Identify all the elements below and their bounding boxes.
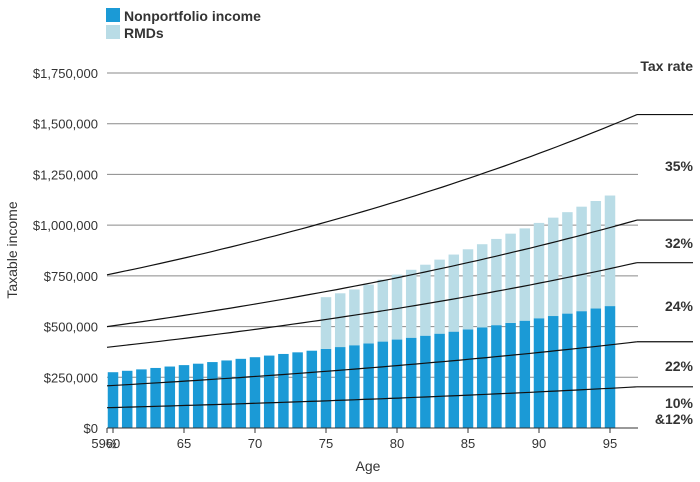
- bar-rmd: [519, 228, 531, 321]
- x-axis: 59½60 65 70 75 80 85 90 95: [91, 427, 638, 451]
- x-tick-label: 85: [461, 436, 475, 451]
- bar-nonportfolio: [334, 347, 346, 428]
- bar-nonportfolio: [448, 331, 460, 428]
- bar-nonportfolio: [476, 327, 488, 428]
- bar-rmd: [448, 254, 460, 332]
- y-tick-label: $750,000: [44, 269, 98, 284]
- x-tick-label: 60: [106, 436, 120, 451]
- bar-nonportfolio: [491, 325, 502, 428]
- y-tick-label: $1,000,000: [33, 218, 98, 233]
- bar-nonportfolio: [164, 366, 176, 428]
- x-axis-title: Age: [356, 458, 381, 474]
- bar-nonportfolio: [590, 308, 602, 428]
- bar-nonportfolio: [278, 353, 289, 428]
- bar-rmd: [547, 217, 559, 317]
- bracket-label-12: &12%: [655, 411, 694, 427]
- bar-nonportfolio: [533, 318, 545, 428]
- bar-rmd: [391, 274, 403, 340]
- bar-rmd: [420, 264, 431, 336]
- y-axis-title: Taxable income: [4, 201, 20, 298]
- x-tick-label: 80: [390, 436, 404, 451]
- bar-rmd: [462, 249, 474, 330]
- bar-nonportfolio: [363, 343, 374, 428]
- bar-nonportfolio: [519, 320, 531, 428]
- bar-nonportfolio: [107, 372, 119, 428]
- bar-rmd: [320, 297, 332, 349]
- tax-bracket-curve: [106, 219, 638, 328]
- bar-nonportfolio: [576, 311, 587, 428]
- bar-rmd: [363, 284, 374, 344]
- bar-nonportfolio: [391, 339, 403, 428]
- bar-nonportfolio: [349, 345, 360, 428]
- bar-rmd: [491, 238, 502, 326]
- tax-bracket-curve: [106, 114, 638, 276]
- bar-nonportfolio: [192, 363, 204, 428]
- bracket-label-22: 22%: [665, 358, 694, 374]
- bar-rmd: [334, 293, 346, 348]
- bracket-label-10: 10%: [665, 395, 694, 411]
- x-tick-label: 59½: [91, 436, 116, 451]
- bar-nonportfolio: [150, 367, 161, 428]
- y-tick-label: $1,500,000: [33, 117, 98, 132]
- bar-rmd: [476, 244, 488, 328]
- bar-rmd: [590, 201, 602, 309]
- x-tick-label: 90: [532, 436, 546, 451]
- x-tick-label: 75: [319, 436, 333, 451]
- gridlines: [107, 72, 638, 378]
- bar-rmd: [349, 289, 360, 346]
- bar-rmd: [562, 212, 573, 314]
- bar-nonportfolio: [178, 365, 190, 428]
- bar-nonportfolio: [136, 369, 147, 428]
- bracket-label-35: 35%: [665, 158, 694, 174]
- tax-bracket-curve: [106, 262, 638, 348]
- bar-nonportfolio: [604, 306, 616, 428]
- y-tick-label: $0: [84, 421, 98, 436]
- bar-nonportfolio: [320, 348, 332, 428]
- tax-bracket-lines: [637, 113, 693, 388]
- bar-rmd: [505, 233, 516, 323]
- bar-nonportfolio: [462, 329, 474, 428]
- bar-nonportfolio: [405, 337, 417, 428]
- y-tick-label: $250,000: [44, 370, 98, 385]
- bar-nonportfolio: [121, 370, 133, 428]
- legend: Nonportfolio income RMDs: [106, 8, 261, 41]
- tax-rate-title: Tax rate: [640, 58, 693, 74]
- x-tick-label: 70: [248, 436, 262, 451]
- tax-bracket-curve: [106, 341, 638, 387]
- y-tick-label: $1,750,000: [33, 66, 98, 81]
- bar-nonportfolio: [207, 362, 218, 428]
- bar-nonportfolio: [235, 358, 247, 428]
- bar-nonportfolio: [249, 357, 261, 428]
- bar-rmd: [604, 195, 616, 307]
- bracket-label-32: 32%: [665, 235, 694, 251]
- bar-nonportfolio: [292, 352, 303, 428]
- bars: [107, 195, 616, 428]
- bar-nonportfolio: [377, 341, 389, 428]
- bar-nonportfolio: [263, 355, 275, 428]
- bar-nonportfolio: [434, 333, 445, 428]
- tax-bracket-curve: [106, 386, 638, 409]
- y-axis-ticks: $0 $250,000 $500,000 $750,000 $1,000,000 $1,2…: [33, 66, 98, 436]
- bar-rmd: [434, 259, 445, 334]
- bar-rmd: [405, 269, 417, 338]
- bar-nonportfolio: [562, 313, 573, 428]
- bar-nonportfolio: [420, 335, 431, 428]
- legend-label-nonportfolio: Nonportfolio income: [124, 8, 261, 24]
- legend-swatch-rmds: [106, 25, 120, 39]
- legend-label-rmds: RMDs: [124, 25, 164, 41]
- bar-nonportfolio: [306, 350, 318, 428]
- y-tick-label: $1,250,000: [33, 167, 98, 182]
- bar-rmd: [576, 206, 587, 312]
- bar-nonportfolio: [221, 360, 232, 428]
- bar-nonportfolio: [547, 316, 559, 428]
- bar-nonportfolio: [505, 322, 516, 428]
- x-tick-label: 65: [177, 436, 191, 451]
- tax-bracket-curves: [106, 114, 638, 409]
- bracket-label-24: 24%: [665, 298, 694, 314]
- y-tick-label: $500,000: [44, 320, 98, 335]
- bar-rmd: [533, 222, 545, 319]
- x-tick-label: 95: [603, 436, 617, 451]
- legend-swatch-nonportfolio: [106, 8, 120, 22]
